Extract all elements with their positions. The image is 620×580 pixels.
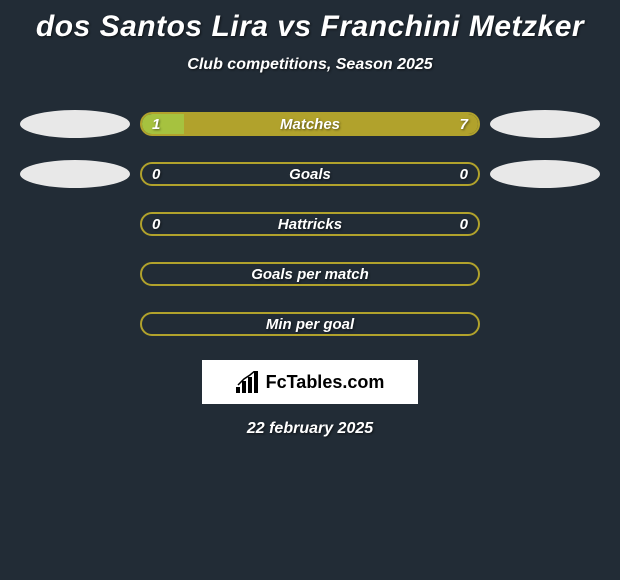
title: dos Santos Lira vs Franchini Metzker: [36, 10, 584, 44]
right-ellipse: [490, 110, 600, 138]
right-ellipse: [490, 160, 600, 188]
bar-fill-left: [142, 114, 184, 134]
brand-box: FcTables.com: [202, 360, 418, 404]
stat-bar: Min per goal: [140, 312, 480, 336]
stat-label: Hattricks: [142, 214, 478, 234]
stat-bar: 0 0Goals: [140, 162, 480, 186]
right-value: 0: [460, 214, 468, 234]
left-value: 1: [152, 114, 160, 134]
stats-rows: 17Matches00Goals00HattricksGoals per mat…: [0, 110, 620, 338]
brand-text: FcTables.com: [266, 372, 385, 393]
bar-fill-right: [184, 114, 478, 134]
stat-label: Goals per match: [142, 264, 478, 284]
right-value: 0: [460, 164, 468, 184]
stat-row: Goals per match: [0, 260, 620, 288]
stat-row: 0 0Hattricks: [0, 210, 620, 238]
infographic-container: dos Santos Lira vs Franchini Metzker Clu…: [0, 0, 620, 438]
subtitle: Club competitions, Season 2025: [187, 56, 432, 74]
stat-row: 17Matches: [0, 110, 620, 138]
left-value: 0: [152, 164, 160, 184]
stat-bar: 17Matches: [140, 112, 480, 136]
left-value: 0: [152, 214, 160, 234]
stat-label: Goals: [142, 164, 478, 184]
date: 22 february 2025: [247, 420, 373, 438]
stat-row: Min per goal: [0, 310, 620, 338]
stat-bar: Goals per match: [140, 262, 480, 286]
right-value: 7: [460, 114, 468, 134]
stat-label: Min per goal: [142, 314, 478, 334]
stat-row: 0 0Goals: [0, 160, 620, 188]
left-ellipse: [20, 110, 130, 138]
left-ellipse: [20, 160, 130, 188]
bars-icon: [236, 371, 262, 393]
stat-bar: 0 0Hattricks: [140, 212, 480, 236]
